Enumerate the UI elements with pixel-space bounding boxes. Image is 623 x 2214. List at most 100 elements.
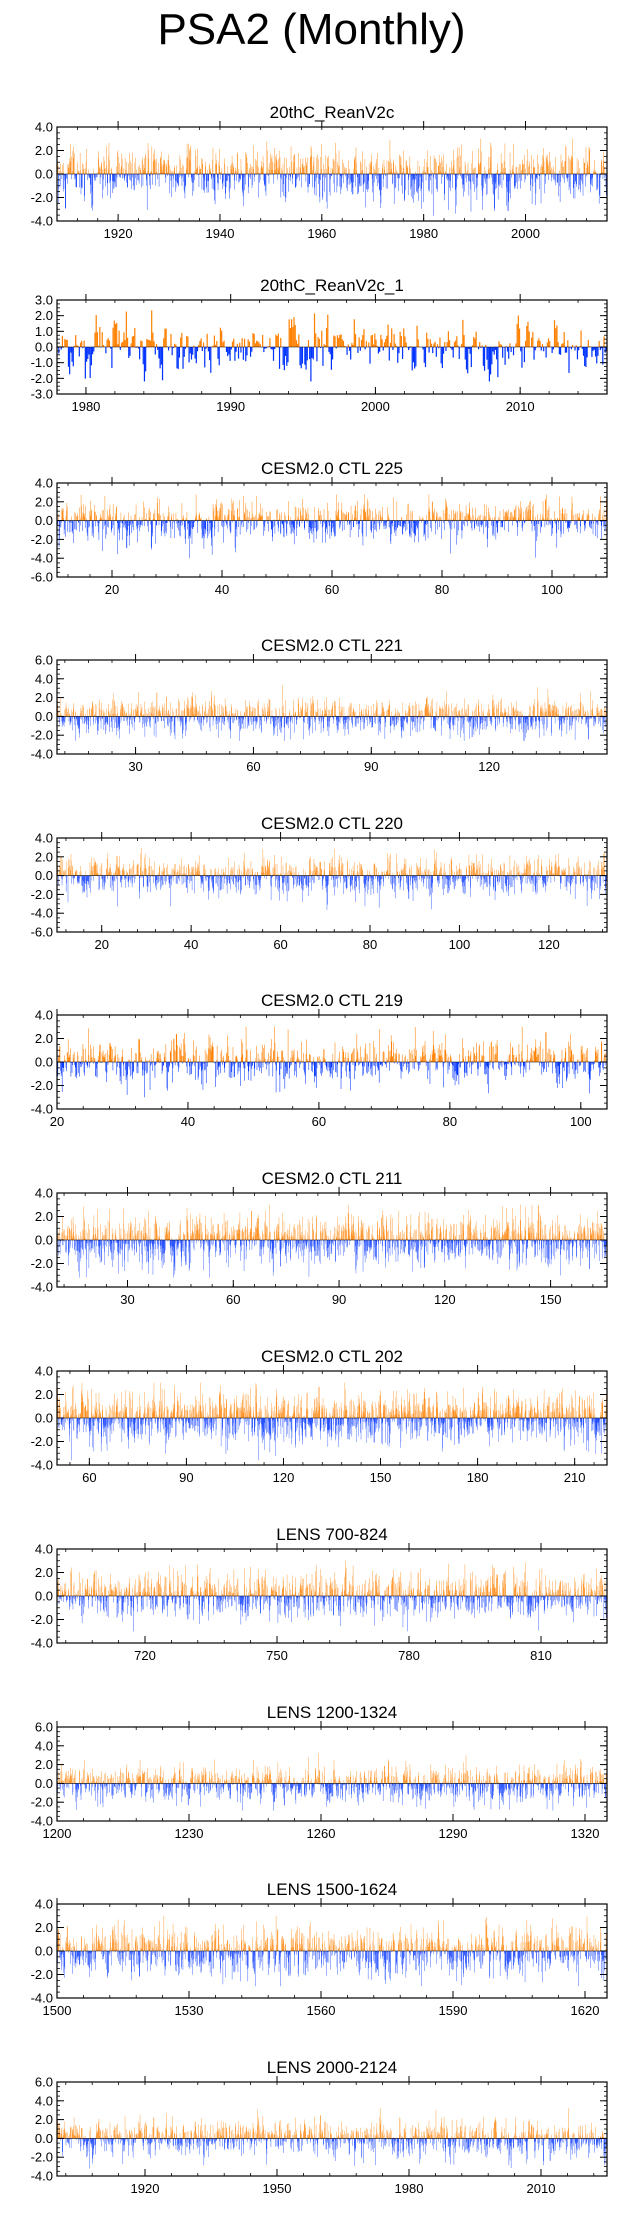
bar [338, 338, 339, 347]
bar [529, 331, 530, 347]
bar [270, 347, 271, 349]
bar [605, 347, 606, 353]
series-bars [57, 310, 607, 381]
bar [351, 343, 352, 347]
bar [134, 328, 135, 347]
bar [463, 335, 464, 347]
bar [121, 343, 122, 347]
bar [404, 337, 405, 347]
bar [451, 347, 452, 350]
bar [243, 347, 244, 360]
bar [402, 347, 403, 359]
bar [593, 347, 594, 351]
bar [164, 329, 165, 347]
bar [145, 347, 146, 371]
bar [285, 347, 286, 356]
bar [296, 340, 297, 347]
bar [67, 340, 68, 347]
bar [152, 333, 153, 347]
bar [318, 337, 319, 347]
bar [326, 328, 327, 347]
bar [93, 347, 94, 352]
y-tick-label: 2.0 [35, 494, 53, 509]
bar [435, 342, 436, 347]
bar [295, 325, 296, 347]
bar [248, 339, 249, 347]
bar [560, 347, 561, 355]
bar [554, 320, 555, 347]
bar [64, 339, 65, 347]
bar [478, 347, 479, 349]
bar [105, 347, 106, 353]
bar [532, 332, 533, 347]
bar [375, 340, 376, 347]
bar [588, 340, 589, 347]
bar [321, 331, 322, 347]
bar [387, 325, 388, 347]
bar [597, 347, 598, 356]
bar [497, 347, 498, 377]
chart-title: 20thC_ReanV2c [270, 103, 395, 122]
bar [239, 343, 240, 347]
x-tick-label: 100 [541, 582, 563, 597]
bar [151, 310, 152, 347]
bar [114, 321, 115, 347]
bar [103, 345, 104, 347]
bar [366, 341, 367, 347]
bar [545, 347, 546, 358]
bar [465, 347, 466, 360]
y-tick-label: 2.0 [35, 308, 53, 323]
bar [319, 339, 320, 347]
bar [286, 347, 287, 366]
bar [468, 347, 469, 349]
bar [566, 347, 567, 353]
bar [129, 347, 130, 356]
bar [334, 336, 335, 347]
bar [322, 347, 323, 366]
bar [96, 315, 97, 347]
y-tick-label: 4.0 [35, 476, 53, 491]
x-tick-label: 20 [105, 582, 119, 597]
bar [106, 340, 107, 347]
bar [537, 341, 538, 347]
bar [217, 347, 218, 359]
bar [80, 343, 81, 347]
bar [602, 347, 603, 365]
bar [490, 347, 491, 374]
bar [384, 342, 385, 347]
bar [277, 336, 278, 347]
bar [269, 338, 270, 347]
bar [467, 347, 468, 373]
bar [398, 347, 399, 353]
bar [337, 335, 338, 347]
bar [349, 347, 350, 351]
bar [210, 347, 211, 373]
bar [433, 343, 434, 347]
bar [504, 347, 505, 365]
y-tick-label: 0.0 [35, 340, 53, 355]
bar [542, 344, 543, 347]
bar [226, 347, 227, 352]
bar [574, 347, 575, 350]
bar [94, 333, 95, 347]
bar [462, 320, 463, 347]
bar [149, 340, 150, 347]
y-tick-label: 0.0 [35, 167, 53, 182]
bar [242, 338, 243, 347]
bar [91, 347, 92, 365]
y-tick-label: -3.0 [31, 387, 53, 402]
bar [279, 347, 280, 369]
bar [297, 344, 298, 347]
bar [437, 344, 438, 347]
bar [313, 347, 314, 359]
x-tick-label: 1940 [206, 226, 235, 241]
bar [372, 335, 373, 347]
bar [459, 347, 460, 359]
bar [527, 322, 528, 347]
y-tick-label: -1.0 [31, 355, 53, 370]
bar [192, 347, 193, 355]
bar [244, 339, 245, 347]
bar [166, 329, 167, 347]
bar [68, 347, 69, 367]
bar [299, 347, 300, 365]
